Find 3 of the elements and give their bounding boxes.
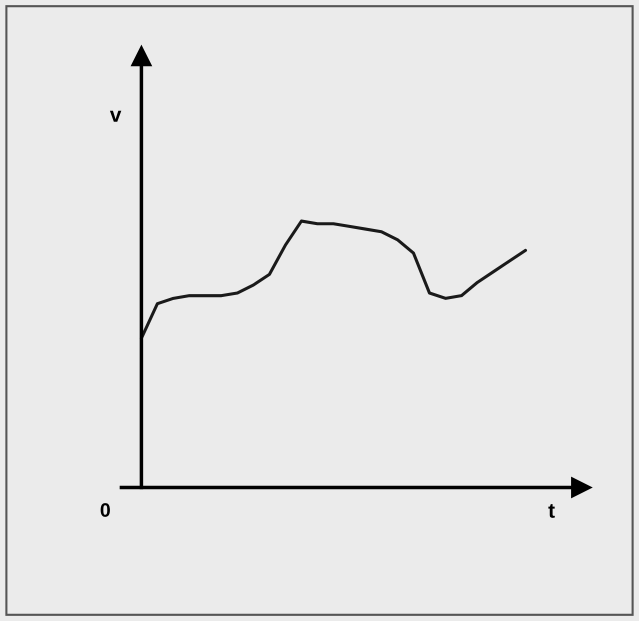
text: 0 — [100, 503, 110, 517]
y-axis-title: v — [110, 110, 122, 122]
x-axis-title: t — [548, 504, 555, 518]
